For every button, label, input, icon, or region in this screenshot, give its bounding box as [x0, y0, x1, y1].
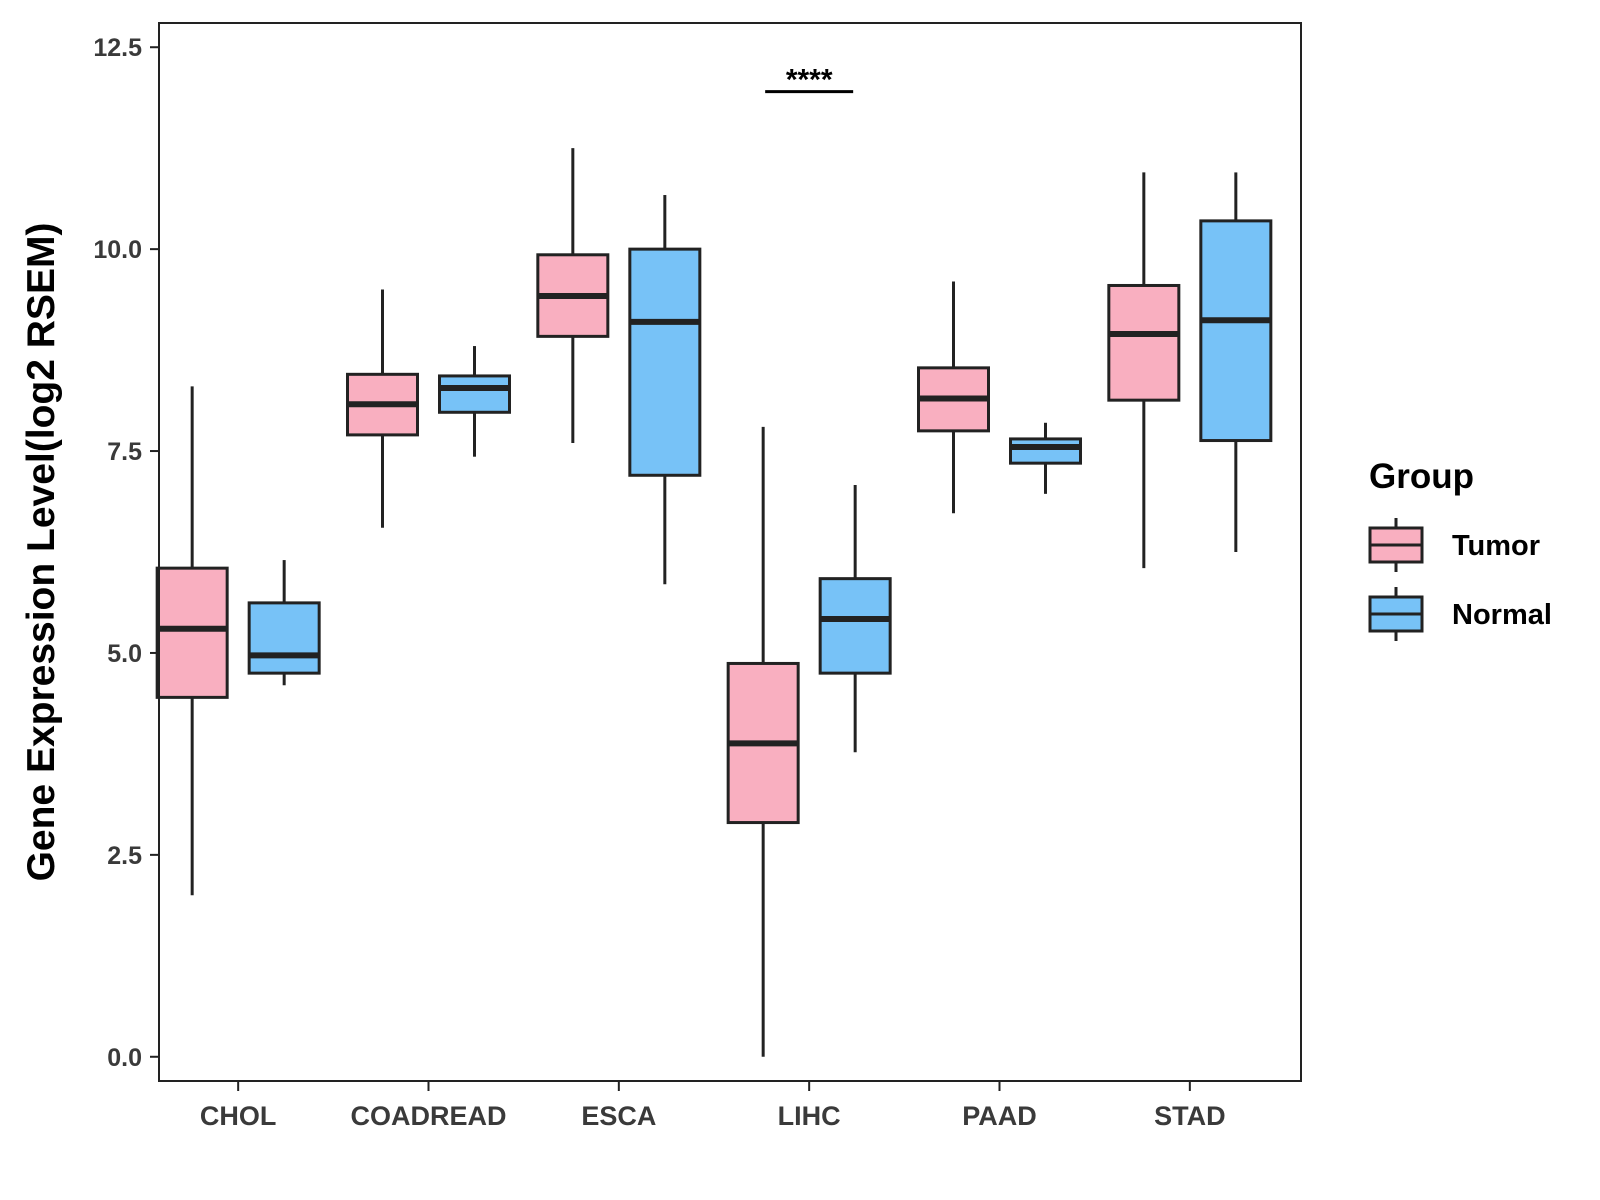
legend-label: Normal — [1452, 599, 1552, 631]
box-series — [155, 148, 1273, 1057]
y-tick-label: 12.5 — [93, 34, 142, 62]
y-tick-label: 0.0 — [107, 1044, 142, 1072]
x-tick-label: STAD — [1154, 1101, 1226, 1131]
box-tumor-chol — [155, 386, 229, 896]
box-iqr — [438, 374, 511, 414]
legend: Group Tumor Normal — [1368, 457, 1552, 641]
box-iqr — [628, 247, 702, 477]
box-normal-lihc — [818, 484, 892, 753]
legend-item-normal: Normal — [1368, 587, 1552, 641]
y-tick-label: 5.0 — [107, 640, 142, 668]
y-tick-label: 10.0 — [93, 236, 142, 264]
box-normal-stad — [1199, 172, 1273, 552]
box-tumor-stad — [1107, 172, 1181, 569]
box-normal-paad — [1009, 422, 1082, 494]
box-iqr — [247, 601, 321, 675]
box-iqr — [1009, 437, 1082, 465]
plot-panel-border — [158, 22, 1302, 1082]
box-tumor-paad — [917, 281, 990, 514]
box-iqr — [1107, 283, 1181, 402]
legend-item-tumor: Tumor — [1368, 518, 1540, 572]
x-tick-label: PAAD — [962, 1101, 1037, 1131]
box-normal-chol — [247, 560, 321, 686]
box-tumor-coadread — [346, 289, 419, 528]
legend-title: Group — [1369, 457, 1474, 496]
legend-label: Tumor — [1452, 530, 1540, 562]
box-normal-esca — [628, 195, 702, 585]
x-tick-label: LIHC — [778, 1101, 841, 1131]
significance-annotations: **** — [765, 64, 854, 97]
x-tick-label: CHOL — [200, 1101, 277, 1131]
box-tumor-esca — [536, 148, 610, 443]
y-axis-title: Gene Expression Level(log2 RSEM) — [20, 223, 63, 882]
x-tick-label: ESCA — [581, 1101, 656, 1131]
box-tumor-lihc — [726, 426, 800, 1057]
box-iqr — [818, 577, 892, 675]
significance-label: **** — [786, 64, 833, 97]
box-iqr — [155, 566, 229, 699]
box-normal-coadread — [438, 346, 511, 457]
box-iqr — [1199, 219, 1273, 443]
y-axis: 0.0 2.5 5.0 7.5 10.0 12.5 — [93, 34, 159, 1072]
x-axis: CHOL COADREAD ESCA LIHC PAAD STAD — [200, 1081, 1226, 1131]
x-tick-label: COADREAD — [350, 1101, 506, 1131]
y-tick-label: 2.5 — [107, 842, 142, 870]
y-tick-label: 7.5 — [107, 438, 142, 466]
